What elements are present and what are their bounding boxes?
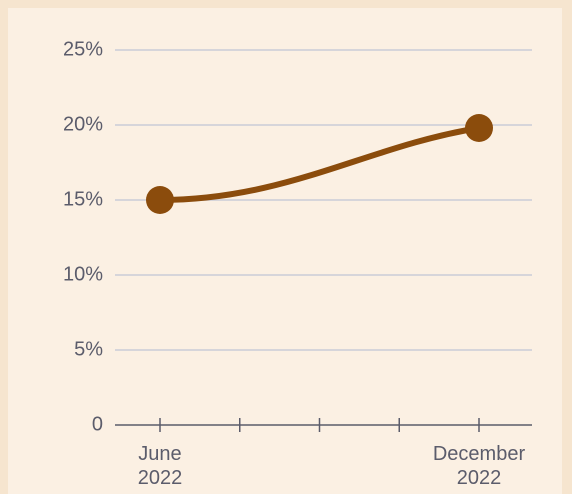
- y-tick-label: 20%: [63, 113, 103, 135]
- y-tick-label: 5%: [74, 338, 103, 360]
- y-tick-label: 0: [92, 413, 103, 435]
- chart-panel: [8, 8, 562, 494]
- marker: [465, 114, 493, 142]
- y-tick-label: 25%: [63, 38, 103, 60]
- marker: [146, 186, 174, 214]
- x-tick-label: December 2022: [432, 443, 526, 489]
- y-tick-label: 15%: [63, 188, 103, 210]
- y-tick-label: 10%: [63, 263, 103, 285]
- x-tick-label: June 2022: [137, 443, 183, 489]
- line: [157, 125, 482, 203]
